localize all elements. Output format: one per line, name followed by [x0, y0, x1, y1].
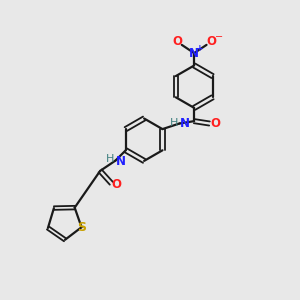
Text: H: H [169, 118, 178, 128]
Text: O: O [206, 35, 216, 48]
Text: N: N [116, 155, 126, 168]
Text: O: O [210, 117, 220, 130]
Text: O: O [112, 178, 122, 191]
Text: N: N [180, 117, 190, 130]
Text: H: H [106, 154, 114, 164]
Text: −: − [215, 32, 223, 42]
Text: S: S [77, 221, 86, 234]
Text: +: + [196, 44, 203, 53]
Text: O: O [172, 35, 182, 48]
Text: N: N [189, 46, 199, 60]
